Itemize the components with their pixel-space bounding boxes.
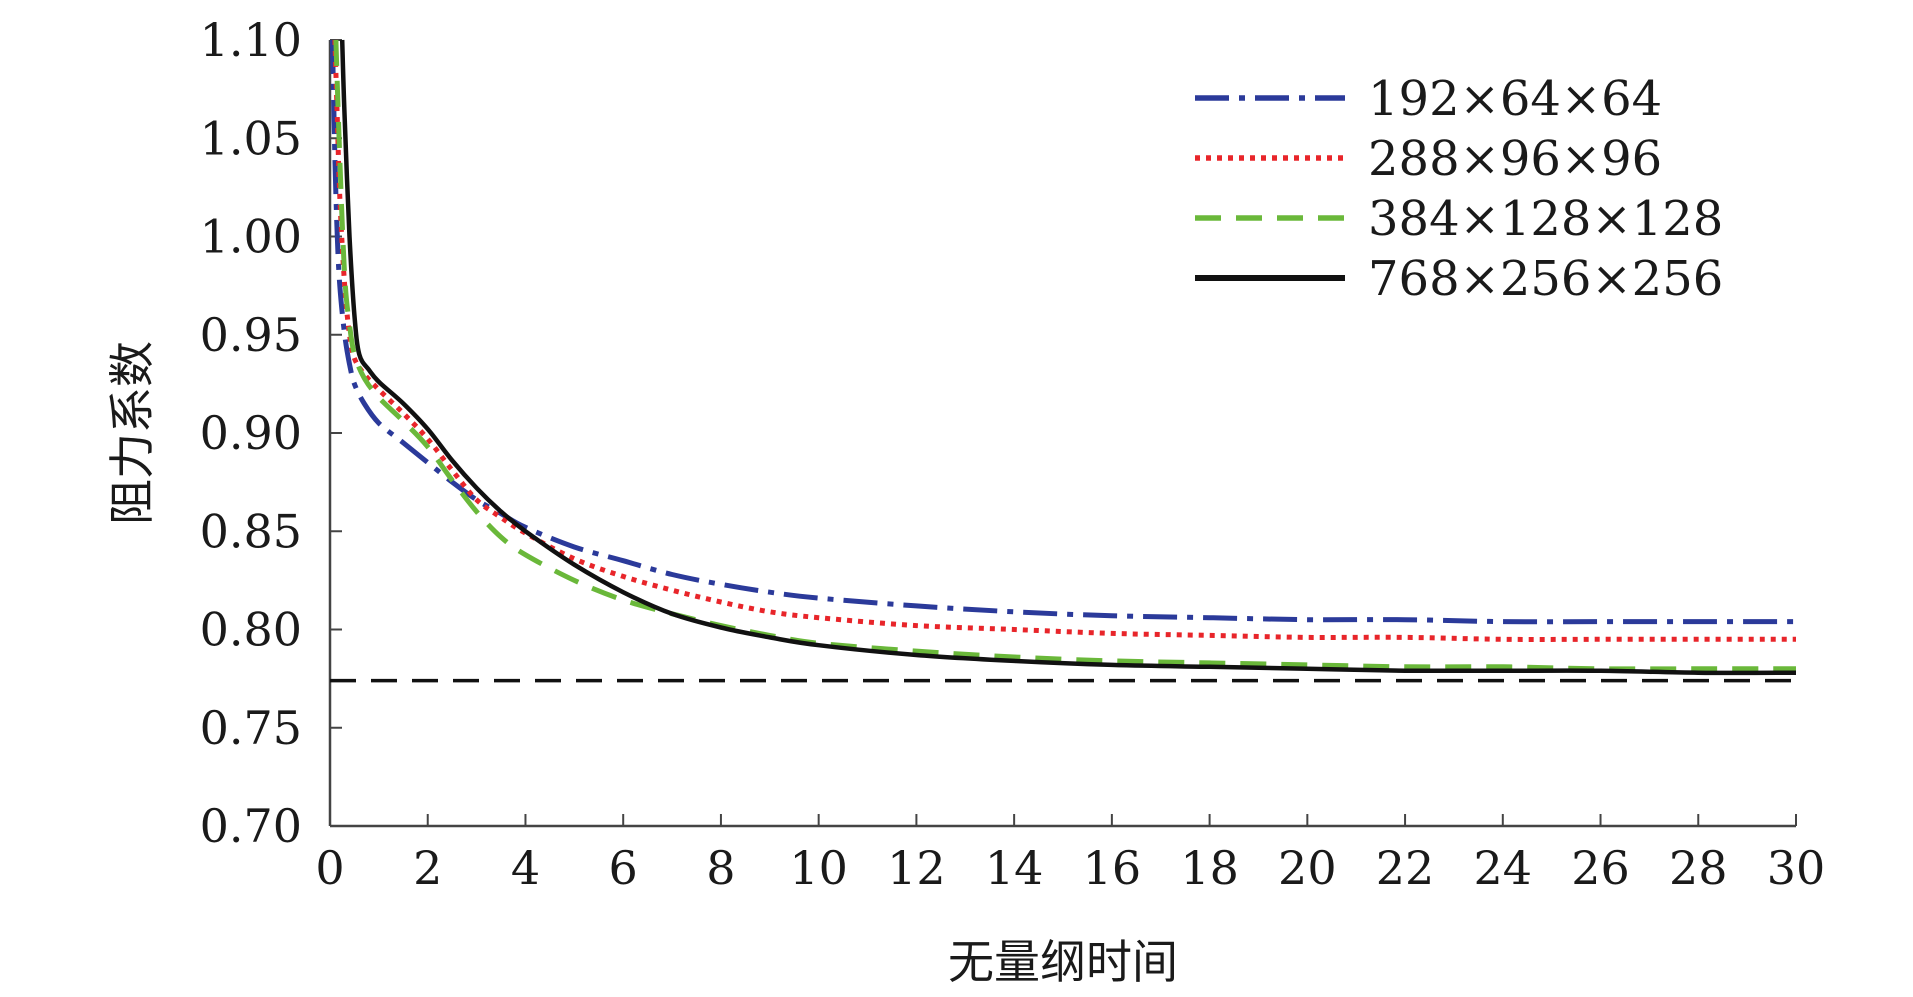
x-tick-label: 16 (1083, 841, 1142, 895)
x-tick-label: 4 (511, 841, 540, 895)
legend-label: 192×64×64 (1368, 71, 1662, 127)
legend-label: 288×96×96 (1368, 131, 1662, 187)
x-tick-label: 20 (1278, 841, 1337, 895)
series-line-4 (339, 39, 1797, 676)
y-tick-label: 0.70 (200, 799, 302, 853)
x-tick-label: 26 (1571, 841, 1630, 895)
series-line-1 (329, 39, 1796, 625)
y-tick-label: 0.80 (200, 603, 302, 657)
y-tick-label: 1.00 (200, 210, 302, 264)
y-axis-title: 阻力系数 (105, 341, 159, 525)
x-tick-label: 30 (1767, 841, 1826, 895)
x-tick-label: 0 (315, 841, 344, 895)
y-ticks-group: 0.70 0.75 0.80 0.85 0.90 0.95 1.00 1.05 1.10 (200, 13, 342, 853)
series-line-3 (333, 39, 1796, 672)
x-tick-label: 22 (1376, 841, 1435, 895)
x-tick-label: 24 (1474, 841, 1533, 895)
x-ticks-group: 0 2 4 6 8 10 12 14 16 18 20 22 24 26 28 30 (315, 814, 1825, 895)
x-tick-label: 14 (985, 841, 1044, 895)
x-tick-label: 10 (789, 841, 848, 895)
y-tick-label: 0.95 (200, 308, 302, 362)
y-tick-label: 0.75 (200, 701, 302, 755)
x-tick-label: 6 (609, 841, 638, 895)
x-tick-label: 12 (887, 841, 946, 895)
y-tick-label: 0.90 (200, 406, 302, 460)
x-tick-label: 2 (413, 841, 442, 895)
series-line-2 (332, 39, 1796, 642)
legend-label: 384×128×128 (1368, 191, 1723, 247)
x-tick-label: 28 (1669, 841, 1728, 895)
series-group (329, 39, 1797, 676)
y-tick-label: 1.10 (200, 13, 302, 67)
x-tick-label: 8 (706, 841, 735, 895)
x-axis-title: 无量纲时间 (948, 935, 1178, 989)
y-tick-label: 0.85 (200, 504, 302, 558)
y-tick-label: 1.05 (200, 111, 302, 165)
legend-label: 768×256×256 (1368, 251, 1723, 307)
x-tick-label: 18 (1180, 841, 1239, 895)
